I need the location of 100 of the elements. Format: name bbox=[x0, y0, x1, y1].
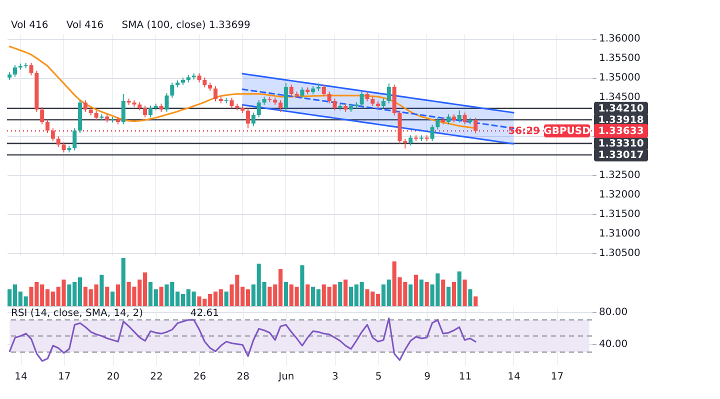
y-tick-label: 1.31500 bbox=[599, 208, 640, 220]
text: Vol 416 bbox=[66, 20, 104, 31]
bar bbox=[468, 289, 472, 306]
candlestick bbox=[446, 114, 451, 125]
y-tick-label: 1.30500 bbox=[599, 248, 640, 259]
y-tick-label: 80.00 bbox=[599, 306, 628, 318]
ref-line-label: 1.33310 bbox=[598, 138, 644, 150]
y-tick-label: 1.35500 bbox=[599, 53, 640, 64]
bar bbox=[121, 258, 126, 306]
candlestick bbox=[143, 105, 148, 118]
bar bbox=[462, 280, 467, 306]
x-tick-label: 3 bbox=[332, 372, 338, 382]
ref-line-label: 1.33918 bbox=[598, 114, 644, 126]
candlestick bbox=[474, 117, 478, 134]
candlestick bbox=[56, 136, 60, 148]
candlestick bbox=[381, 98, 386, 109]
candlestick bbox=[403, 138, 408, 150]
candlestick bbox=[46, 119, 50, 134]
bar bbox=[105, 286, 110, 306]
line-series bbox=[8, 317, 476, 362]
bar bbox=[452, 282, 456, 306]
candlestick bbox=[256, 100, 261, 118]
candlestick bbox=[322, 84, 326, 97]
candlestick bbox=[121, 93, 126, 125]
candlestick bbox=[50, 128, 55, 142]
ref-line-label: GBPUSD bbox=[544, 126, 590, 137]
x-tick-label: 26 bbox=[193, 372, 206, 382]
candlestick bbox=[202, 77, 207, 88]
candlestick bbox=[94, 110, 98, 121]
candlestick bbox=[83, 100, 88, 112]
x-tick-label: 14 bbox=[508, 372, 520, 382]
bar bbox=[300, 265, 304, 306]
y-tick-label: 1.32500 bbox=[599, 170, 640, 181]
candlestick bbox=[289, 84, 294, 97]
x-tick-label: 20 bbox=[106, 372, 120, 382]
annotation: 42.61 bbox=[190, 308, 220, 319]
text: Vol 416 bbox=[11, 20, 48, 31]
candlestick bbox=[360, 91, 364, 108]
bar bbox=[344, 280, 348, 306]
candlestick bbox=[40, 106, 44, 125]
candlestick bbox=[246, 108, 250, 129]
x-tick-label: 14 bbox=[14, 372, 28, 382]
text: 1.33633 bbox=[598, 126, 644, 137]
candlestick bbox=[214, 86, 218, 102]
ref-line-label: 1.34210 bbox=[598, 103, 644, 114]
candlestick bbox=[370, 96, 375, 107]
candlestick bbox=[332, 98, 337, 111]
bar bbox=[446, 286, 451, 306]
bar bbox=[306, 284, 310, 306]
ref-line-label: 1.33017 bbox=[598, 150, 644, 161]
x-tick-label: 11 bbox=[458, 372, 472, 382]
bar bbox=[338, 282, 342, 306]
candlestick bbox=[300, 86, 304, 98]
bar bbox=[159, 286, 164, 306]
bar bbox=[419, 280, 424, 306]
candlestick bbox=[251, 112, 256, 126]
x-tick-label: 28 bbox=[236, 372, 250, 382]
bar bbox=[441, 280, 446, 306]
candlestick bbox=[284, 82, 288, 111]
bar bbox=[424, 282, 429, 306]
candlestick bbox=[164, 92, 169, 112]
x-tick-label: 17 bbox=[550, 372, 564, 382]
line-series bbox=[242, 72, 514, 114]
x-tick-label: 9 bbox=[424, 372, 430, 382]
bar bbox=[224, 292, 228, 306]
candlestick bbox=[408, 134, 413, 146]
candlestick bbox=[365, 91, 370, 102]
y-tick-label: 1.31000 bbox=[599, 228, 640, 240]
bar bbox=[408, 284, 413, 306]
candlestick bbox=[170, 82, 174, 98]
line-series bbox=[8, 46, 476, 130]
candlestick bbox=[430, 124, 434, 142]
text: SMA (100, close) 1.33699 bbox=[122, 20, 250, 31]
bar bbox=[116, 284, 120, 306]
bar bbox=[100, 274, 104, 306]
x-tick-label: 22 bbox=[150, 372, 163, 382]
bar bbox=[457, 271, 462, 306]
candlestick bbox=[386, 82, 391, 104]
candlestick bbox=[327, 91, 332, 104]
annotation: 56:29 bbox=[508, 126, 540, 137]
candlestick bbox=[62, 142, 66, 153]
candlestick bbox=[436, 117, 440, 130]
bar bbox=[110, 292, 115, 306]
y-tick-label: 1.35000 bbox=[599, 72, 640, 84]
candlestick bbox=[12, 64, 17, 78]
x-tick-label: 5 bbox=[375, 372, 382, 382]
bar bbox=[284, 282, 288, 306]
candlestick bbox=[230, 97, 234, 109]
bar bbox=[474, 296, 478, 306]
y-tick-label: 1.34500 bbox=[599, 92, 640, 104]
x-tick-label: 17 bbox=[58, 372, 71, 382]
candlestick bbox=[72, 128, 77, 151]
candlestick bbox=[462, 112, 467, 125]
candlestick bbox=[457, 110, 462, 123]
bar bbox=[414, 274, 418, 306]
candlestick bbox=[29, 62, 34, 76]
x-tick-label: Jun bbox=[278, 372, 294, 382]
y-tick-label: 40.00 bbox=[599, 339, 628, 350]
annotation: RSI (14, close, SMA, 14, 2) bbox=[11, 308, 144, 319]
y-tick-label: 1.36000 bbox=[599, 34, 640, 45]
